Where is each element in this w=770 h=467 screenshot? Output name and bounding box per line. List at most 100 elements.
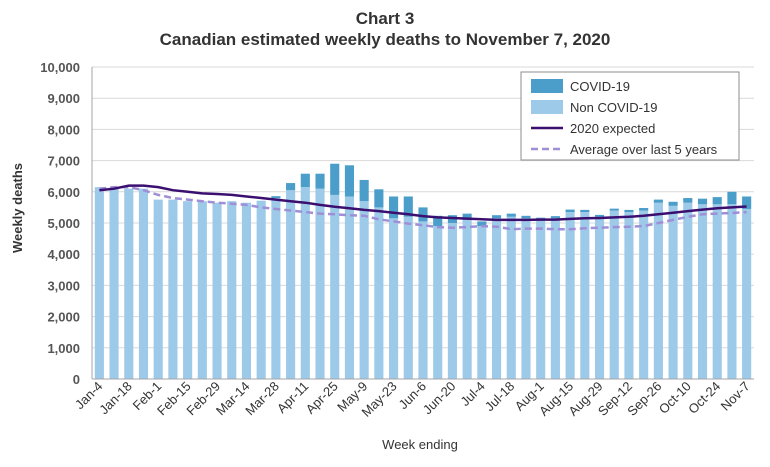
bar-non-covid	[433, 226, 443, 379]
y-tick-labels: 0 1,000 2,000 3,000 4,000 5,000 6,000 7,000 8,00…	[40, 60, 80, 387]
bar-covid	[491, 215, 502, 219]
bar-non-covid	[609, 210, 619, 379]
bar-covid	[271, 196, 281, 199]
bar-non-covid	[550, 218, 560, 379]
bar-non-covid	[727, 204, 737, 379]
bar-covid	[580, 209, 590, 213]
bar-covid	[389, 196, 399, 219]
bar-non-covid	[286, 190, 296, 379]
y-tick-label: 3,000	[47, 278, 80, 293]
bar-non-covid	[124, 188, 134, 379]
bar-covid	[712, 197, 722, 205]
x-tick-label: Jul-18	[482, 379, 518, 415]
bar-covid	[477, 221, 487, 227]
bar-covid	[653, 199, 663, 203]
bar-covid	[506, 213, 516, 217]
bar-covid	[374, 189, 384, 208]
x-tick-label: Nov-7	[718, 379, 753, 414]
bar-non-covid	[256, 201, 266, 379]
y-tick-label: 6,000	[47, 185, 80, 200]
bar-covid	[668, 201, 678, 206]
y-tick-label: 10,000	[40, 60, 80, 75]
bar-covid	[624, 209, 634, 213]
bar-covid	[683, 198, 693, 203]
series-line-2020-expected	[99, 184, 747, 222]
bar-covid	[330, 163, 340, 195]
y-tick-label: 1,000	[47, 341, 80, 356]
bar-non-covid	[594, 216, 605, 379]
bar-non-covid	[418, 221, 428, 379]
bar-covid	[609, 208, 619, 211]
bar-non-covid	[477, 226, 487, 379]
bar-non-covid	[389, 218, 399, 379]
bar-covid	[403, 196, 413, 217]
bar-covid	[521, 215, 531, 219]
bar-non-covid	[403, 216, 413, 379]
bar-non-covid	[138, 188, 149, 379]
bar-non-covid	[94, 187, 104, 379]
bar-covid	[594, 214, 605, 217]
y-tick-label: 0	[73, 372, 80, 387]
bar-non-covid	[168, 199, 178, 379]
axes	[91, 67, 754, 380]
x-tick-label: Jun-20	[420, 379, 459, 418]
bar-non-covid	[653, 202, 663, 379]
bar-non-covid	[683, 202, 693, 379]
bar-non-covid	[271, 198, 281, 379]
bar-non-covid	[536, 219, 546, 379]
bar-non-covid	[697, 204, 708, 379]
bar-non-covid	[712, 204, 722, 379]
bar-non-covid	[580, 212, 590, 379]
bar-covid	[742, 196, 752, 209]
bar-covid	[300, 173, 310, 188]
bar-non-covid	[491, 218, 502, 379]
bar-non-covid	[447, 223, 457, 379]
bar-covid	[550, 216, 560, 219]
y-tick-label: 7,000	[47, 154, 80, 169]
bar-non-covid	[227, 201, 237, 379]
legend-label: COVID-19	[570, 79, 630, 94]
bar-non-covid	[241, 202, 252, 379]
bar-non-covid	[183, 201, 193, 379]
x-tick-labels: Jan-4Jan-18Feb-1Feb-15Feb-29Mar-14Mar-28…	[72, 379, 753, 420]
bar-covid	[565, 209, 575, 213]
bar-non-covid	[109, 187, 119, 379]
chart-title: Chart 3	[355, 9, 415, 28]
chart-title-block: Chart 3 Canadian estimated weekly deaths…	[0, 8, 770, 50]
legend-label: Average over last 5 years	[570, 142, 718, 157]
bar-non-covid	[506, 216, 516, 379]
y-tick-label: 5,000	[47, 216, 80, 231]
bar-covid	[315, 173, 325, 189]
legend-label: Non COVID-19	[570, 100, 657, 115]
legend-swatch	[531, 79, 563, 93]
bar-non-covid	[153, 199, 163, 379]
bar-non-covid	[315, 188, 325, 379]
y-axis-label: Weekly deaths	[10, 163, 25, 253]
bar-covid	[639, 208, 649, 211]
legend-swatch	[531, 100, 563, 114]
bar-non-covid	[212, 202, 222, 379]
y-tick-label: 4,000	[47, 247, 80, 262]
bar-non-covid	[197, 201, 207, 379]
x-tick-label: Oct-24	[685, 379, 723, 417]
bar-non-covid	[639, 210, 649, 379]
bar-non-covid	[565, 212, 575, 379]
y-tick-label: 9,000	[47, 91, 80, 106]
bar-covid	[727, 191, 737, 205]
chart-subtitle: Canadian estimated weekly deaths to Nove…	[159, 30, 611, 49]
y-tick-label: 2,000	[47, 310, 80, 325]
x-tick-label: Jan-18	[96, 379, 135, 418]
bar-non-covid	[521, 218, 531, 379]
bar-covid	[359, 179, 369, 202]
bar-covid	[286, 183, 296, 191]
y-tick-label: 8,000	[47, 122, 80, 137]
bar-group	[94, 163, 752, 379]
bar-non-covid	[742, 208, 752, 379]
bar-covid	[418, 207, 428, 222]
bar-covid	[344, 165, 355, 197]
bar-non-covid	[359, 201, 369, 379]
bar-non-covid	[344, 196, 355, 379]
legend: COVID-19 Non COVID-19 2020 expected Average…	[520, 71, 740, 161]
bar-covid	[697, 198, 708, 205]
